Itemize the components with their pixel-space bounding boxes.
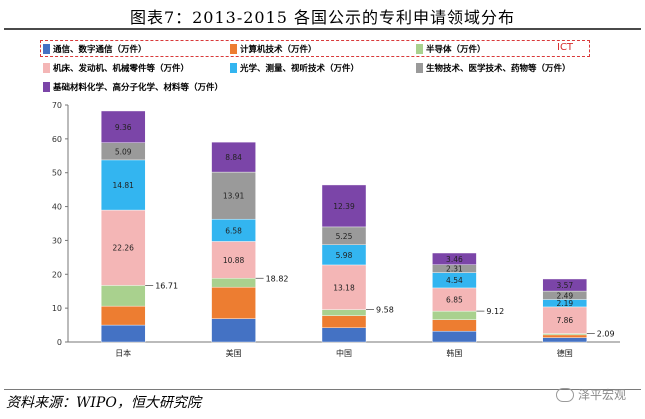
- x-category-label: 德国: [557, 348, 573, 358]
- bar-segment: [321, 327, 367, 343]
- y-tick-label: 10: [52, 304, 62, 313]
- legend-item-materials: 基础材料化学、高分子化学、材料等（万件）: [43, 81, 223, 93]
- bar-segment: [211, 241, 256, 279]
- segment-value-label: 2.31: [446, 265, 463, 274]
- ict-total-label: 9.58: [376, 306, 394, 315]
- x-category-label: 美国: [226, 348, 242, 358]
- bar-segment: [100, 209, 146, 286]
- bar-segment: [432, 310, 477, 320]
- segment-value-label: 13.91: [223, 192, 245, 201]
- bar-segment: [100, 305, 146, 326]
- legend-item-machinery: 机床、发动机、机械零件等（万件）: [43, 62, 189, 74]
- legend-swatch: [43, 44, 50, 54]
- segment-value-label: 5.09: [115, 147, 132, 156]
- legend-swatch: [43, 82, 50, 92]
- segment-value-label: 13.18: [333, 283, 355, 292]
- bar-segment: [321, 184, 367, 228]
- footer-divider: [4, 389, 641, 390]
- legend-item-semiconductor: 半导体（万件）: [416, 43, 486, 55]
- segment-value-label: 6.58: [225, 226, 242, 235]
- chart-title: 图表7：2013-2015 各国公示的专利申请领域分布: [129, 8, 516, 27]
- x-category-label: 韩国: [446, 348, 462, 358]
- legend-label: 机床、发动机、机械零件等（万件）: [53, 64, 190, 74]
- bar-segment: [432, 330, 477, 343]
- bar-segment: [211, 278, 256, 288]
- segment-value-label: 2.49: [556, 291, 573, 300]
- segment-value-label: 4.54: [446, 276, 463, 285]
- y-tick-label: 70: [52, 101, 62, 110]
- bar-segment: [100, 159, 146, 211]
- legend-label: 基础材料化学、高分子化学、材料等（万件）: [53, 83, 224, 93]
- watermark: 泽平宏观: [556, 386, 626, 403]
- ict-total-label: 2.09: [597, 330, 615, 339]
- y-tick-label: 20: [52, 270, 62, 279]
- bar-segment: [432, 252, 477, 265]
- legend-swatch: [230, 63, 237, 73]
- title-divider: [4, 28, 641, 30]
- bar-segment: [100, 110, 146, 143]
- legend-label: 生物技术、医学技术、药物等（万件）: [426, 64, 571, 74]
- legend-item-telecom: 通信、数字通信（万件）: [43, 43, 147, 55]
- bar-segment: [211, 141, 256, 173]
- legend-label: 半导体（万件）: [426, 45, 486, 55]
- bar-segment: [542, 334, 587, 338]
- bar-segment: [211, 171, 256, 220]
- y-tick-label: 50: [52, 169, 62, 178]
- bar-segment: [211, 318, 256, 343]
- legend-swatch: [43, 63, 50, 73]
- legend-swatch: [416, 44, 423, 54]
- y-tick-label: 60: [52, 135, 62, 144]
- x-category-label: 中国: [336, 348, 352, 358]
- watermark-text: 泽平宏观: [578, 388, 627, 402]
- x-category-label: 日本: [115, 348, 131, 358]
- bar-segment: [542, 337, 587, 343]
- segment-value-label: 3.46: [446, 255, 463, 264]
- segment-value-label: 8.84: [225, 153, 242, 162]
- segment-value-label: 6.85: [446, 296, 463, 305]
- ict-total-label: 18.82: [266, 274, 289, 283]
- bar-segment: [100, 324, 146, 343]
- bar-segment: [321, 309, 367, 316]
- bar-segment: [321, 315, 367, 328]
- bar-segment: [100, 285, 146, 307]
- segment-value-label: 22.26: [112, 244, 134, 253]
- wechat-icon: [556, 387, 574, 402]
- legend-swatch: [230, 44, 237, 54]
- segment-value-label: 9.36: [115, 123, 132, 132]
- bar-segment: [542, 306, 587, 334]
- y-tick-label: 40: [52, 203, 62, 212]
- segment-value-label: 12.39: [333, 202, 355, 211]
- legend-label: 光学、测量、视听技术（万件）: [240, 64, 360, 74]
- segment-value-label: 5.98: [336, 251, 353, 260]
- legend-item-optics: 光学、测量、视听技术（万件）: [230, 62, 359, 74]
- legend-swatch: [416, 63, 423, 73]
- segment-value-label: 7.86: [556, 316, 573, 325]
- segment-value-label: 3.57: [556, 281, 573, 290]
- segment-value-label: 10.88: [223, 256, 245, 265]
- legend-item-biotech: 生物技术、医学技术、药物等（万件）: [416, 62, 571, 74]
- segment-value-label: 14.81: [112, 181, 134, 190]
- ict-group-box: [40, 40, 590, 57]
- legend-label: 通信、数字通信（万件）: [53, 45, 147, 55]
- segment-value-label: 5.25: [336, 232, 353, 241]
- bar-segment: [432, 319, 477, 332]
- y-tick-label: 0: [57, 338, 62, 347]
- legend-label: 计算机技术（万件）: [240, 45, 317, 55]
- ict-label: ICT: [557, 42, 574, 53]
- segment-value-label: 2.19: [556, 299, 573, 308]
- legend-item-computer: 计算机技术（万件）: [230, 43, 317, 55]
- bar-segment: [211, 286, 256, 319]
- ict-total-label: 16.71: [155, 281, 178, 290]
- y-tick-label: 30: [52, 236, 62, 245]
- bar-segment: [542, 278, 587, 292]
- ict-total-label: 9.12: [486, 307, 504, 316]
- source-note: 资料来源：WIPO，恒大研究院: [6, 395, 201, 411]
- bar-segment: [542, 333, 587, 336]
